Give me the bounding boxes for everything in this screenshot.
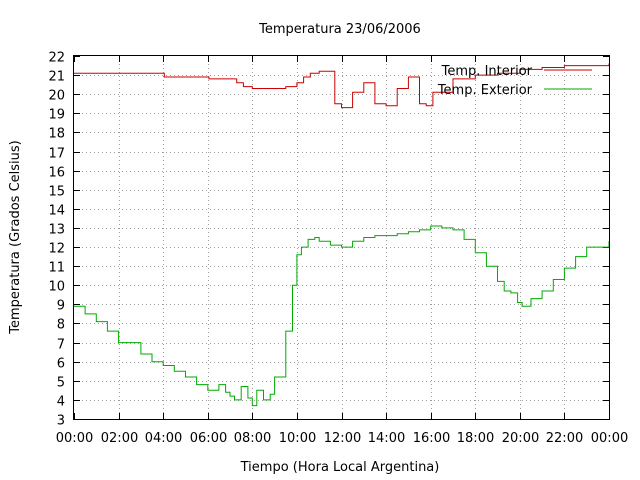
legend-label: Temp. Interior bbox=[441, 64, 533, 79]
y-axis-label: Temperatura (Grados Celsius) bbox=[8, 140, 23, 334]
x-tick-label: 04:00 bbox=[145, 431, 182, 446]
y-tick-label: 15 bbox=[48, 185, 65, 200]
x-axis-label: Tiempo (Hora Local Argentina) bbox=[240, 460, 440, 475]
y-tick-label: 20 bbox=[48, 89, 65, 104]
y-tick-label: 17 bbox=[48, 147, 65, 162]
series-line-exterior bbox=[74, 225, 610, 407]
x-tick-label: 00:00 bbox=[56, 431, 93, 446]
legend-label: Temp. Exterior bbox=[437, 83, 533, 98]
y-tick-label: 9 bbox=[57, 299, 65, 314]
y-tick-label: 5 bbox=[57, 376, 65, 391]
series-line-interior bbox=[74, 63, 610, 109]
x-tick-label: 14:00 bbox=[368, 431, 405, 446]
x-tick-label: 10:00 bbox=[279, 431, 316, 446]
chart-title: Temperatura 23/06/2006 bbox=[258, 22, 421, 37]
x-tick-label: 08:00 bbox=[234, 431, 271, 446]
y-tick-label: 10 bbox=[48, 280, 65, 295]
y-tick-label: 11 bbox=[48, 261, 65, 276]
x-tick-label: 22:00 bbox=[546, 431, 583, 446]
x-tick-label: 06:00 bbox=[190, 431, 227, 446]
y-tick-label: 22 bbox=[48, 51, 65, 66]
x-tick-label: 18:00 bbox=[457, 431, 494, 446]
plot-frame bbox=[73, 55, 610, 420]
grid-lines bbox=[74, 56, 609, 419]
y-tick-label: 21 bbox=[48, 70, 65, 85]
x-tick-label: 16:00 bbox=[413, 431, 450, 446]
axis-ticks: 3 4 5 6 7 8 9 10 11 12 13 14 15 16 17 18 19 20 21 22 00:00 02… bbox=[48, 51, 628, 447]
y-tick-label: 13 bbox=[48, 223, 65, 238]
y-tick-label: 4 bbox=[57, 395, 65, 410]
y-tick-label: 18 bbox=[48, 127, 65, 142]
x-tick-label: 12:00 bbox=[324, 431, 361, 446]
y-tick-label: 14 bbox=[48, 204, 65, 219]
y-tick-label: 16 bbox=[48, 166, 65, 181]
y-tick-label: 3 bbox=[57, 414, 65, 429]
x-tick-label: 00:00 bbox=[591, 431, 628, 446]
legend: Temp. Interior Temp. Exterior bbox=[437, 64, 592, 98]
y-tick-label: 7 bbox=[57, 338, 65, 353]
y-tick-label: 6 bbox=[57, 357, 65, 372]
y-tick-label: 19 bbox=[48, 108, 65, 123]
y-tick-label: 12 bbox=[48, 242, 65, 257]
y-tick-label: 8 bbox=[57, 318, 65, 333]
x-tick-label: 02:00 bbox=[101, 431, 138, 446]
x-tick-label: 20:00 bbox=[502, 431, 539, 446]
series-lines bbox=[74, 63, 610, 407]
